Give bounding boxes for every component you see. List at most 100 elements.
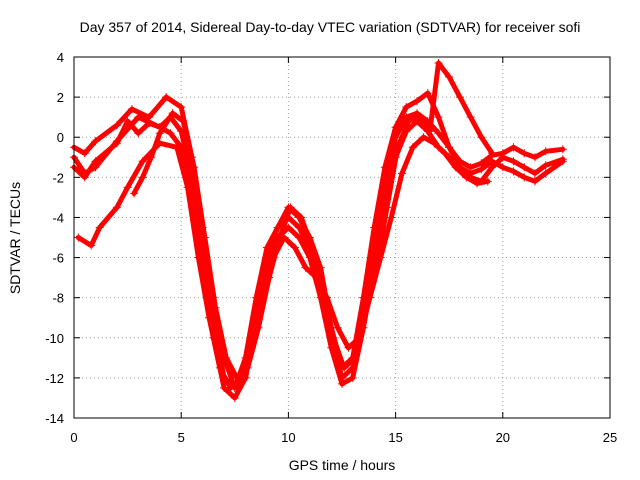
data-point bbox=[91, 157, 100, 166]
x-tick-label: 10 bbox=[281, 430, 295, 445]
data-point bbox=[344, 343, 353, 352]
data-point bbox=[509, 157, 518, 166]
data-point bbox=[138, 173, 147, 182]
data-point bbox=[232, 373, 241, 382]
data-point bbox=[498, 153, 507, 162]
data-point bbox=[541, 161, 550, 170]
data-point bbox=[307, 243, 316, 252]
y-tick-label: 4 bbox=[57, 50, 64, 65]
data-point bbox=[402, 103, 411, 112]
data-point bbox=[327, 343, 336, 352]
data-point bbox=[558, 157, 567, 166]
data-point bbox=[138, 157, 147, 166]
data-point bbox=[541, 169, 550, 178]
data-point bbox=[520, 149, 529, 158]
data-point bbox=[340, 363, 349, 372]
data-point bbox=[211, 303, 220, 312]
data-point bbox=[80, 149, 89, 158]
x-tick-label: 20 bbox=[496, 430, 510, 445]
data-point bbox=[430, 139, 439, 148]
y-tick-label: -14 bbox=[45, 411, 64, 426]
data-point bbox=[168, 109, 177, 118]
y-tick-label: -8 bbox=[52, 291, 64, 306]
data-point bbox=[440, 149, 449, 158]
series-line bbox=[131, 60, 495, 381]
x-axis: 0 5 10 15 20 25 bbox=[70, 57, 617, 445]
data-point bbox=[445, 143, 454, 152]
data-point bbox=[145, 119, 154, 128]
data-point bbox=[434, 113, 443, 122]
data-point bbox=[451, 163, 460, 172]
data-point bbox=[237, 377, 246, 386]
data-point bbox=[80, 173, 89, 182]
data-point bbox=[530, 177, 539, 186]
y-tick-label: -2 bbox=[52, 170, 64, 185]
data-point bbox=[419, 133, 428, 142]
data-point bbox=[226, 383, 235, 392]
data-point bbox=[290, 243, 299, 252]
data-point bbox=[177, 103, 186, 112]
y-tick-label: -6 bbox=[52, 251, 64, 266]
data-point bbox=[112, 203, 121, 212]
data-point bbox=[488, 149, 497, 158]
data-point bbox=[488, 157, 497, 166]
data-point bbox=[134, 113, 143, 122]
data-point bbox=[194, 253, 203, 262]
data-point bbox=[483, 177, 492, 186]
data-point bbox=[190, 163, 199, 172]
x-tick-label: 5 bbox=[178, 430, 185, 445]
data-point bbox=[398, 169, 407, 178]
data-point bbox=[415, 113, 424, 122]
data-point bbox=[254, 323, 263, 332]
data-point bbox=[477, 165, 486, 174]
data-point bbox=[329, 333, 338, 342]
data-point bbox=[530, 169, 539, 178]
data-point bbox=[445, 73, 454, 82]
data-point bbox=[243, 363, 252, 372]
y-axis-title: SDTVAR / TECUs bbox=[7, 182, 23, 294]
data-point bbox=[350, 353, 359, 362]
data-point bbox=[387, 213, 396, 222]
data-point bbox=[87, 241, 96, 250]
series-track-1 bbox=[70, 89, 567, 392]
data-point bbox=[425, 127, 434, 136]
data-point bbox=[265, 273, 274, 282]
plot-frame bbox=[73, 56, 611, 419]
data-point bbox=[123, 183, 132, 192]
x-tick-label: 15 bbox=[388, 430, 402, 445]
data-point bbox=[509, 143, 518, 152]
y-tick-label: -4 bbox=[52, 210, 64, 225]
data-point bbox=[95, 223, 104, 232]
data-point bbox=[286, 203, 295, 212]
data-point bbox=[273, 223, 282, 232]
series-track-5 bbox=[130, 59, 497, 382]
data-point bbox=[520, 173, 529, 182]
data-point bbox=[91, 137, 100, 146]
data-point bbox=[338, 379, 346, 388]
data-point bbox=[155, 129, 164, 138]
data-point bbox=[134, 129, 143, 138]
data-point bbox=[477, 133, 486, 142]
data-point bbox=[558, 145, 567, 154]
data-point bbox=[372, 263, 381, 272]
data-point bbox=[166, 129, 175, 138]
data-point bbox=[295, 223, 304, 232]
data-point bbox=[222, 353, 231, 362]
data-point bbox=[348, 373, 357, 382]
data-point bbox=[520, 163, 529, 172]
x-axis-title: GPS time / hours bbox=[289, 457, 396, 473]
data-point bbox=[74, 233, 83, 242]
data-point bbox=[434, 59, 443, 68]
series-group bbox=[70, 59, 567, 402]
data-point bbox=[462, 173, 471, 182]
data-point bbox=[297, 213, 306, 222]
data-point bbox=[112, 139, 121, 148]
y-tick-label: -10 bbox=[45, 331, 64, 346]
data-point bbox=[408, 143, 417, 152]
data-point bbox=[318, 283, 327, 292]
data-point bbox=[301, 263, 310, 272]
data-point bbox=[200, 233, 209, 242]
y-tick-label: 2 bbox=[57, 90, 64, 105]
y-tick-label: 0 bbox=[57, 130, 64, 145]
